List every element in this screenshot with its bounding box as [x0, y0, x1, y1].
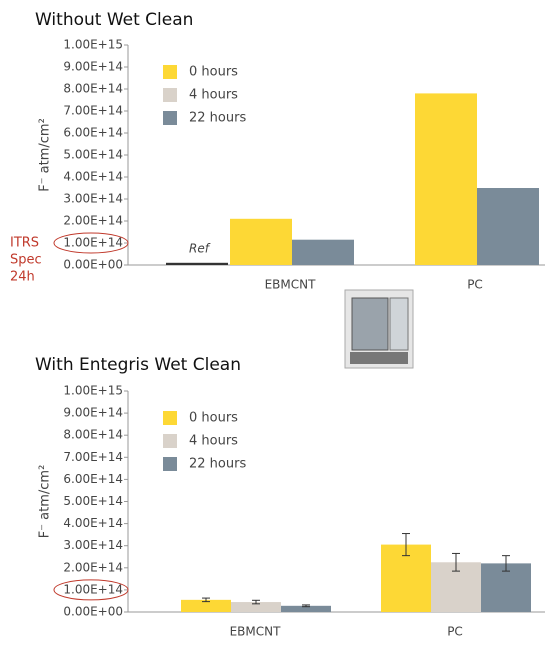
y-tick-label: 1.00E+14	[63, 236, 123, 250]
y-tick-label: 4.00E+14	[63, 170, 123, 184]
y-tick-label: 2.00E+14	[63, 214, 123, 228]
y-tick-label: 7.00E+14	[63, 104, 123, 118]
error-bar	[452, 552, 460, 572]
annotation: ITRS	[10, 236, 39, 251]
y-tick-label: 1.00E+15	[63, 384, 123, 398]
y-tick-label: 8.00E+14	[63, 428, 123, 442]
y-tick-label: 5.00E+14	[63, 148, 123, 162]
annotation: 24h	[10, 270, 35, 285]
y-tick-label: 9.00E+14	[63, 406, 123, 420]
annotation: Spec	[10, 253, 42, 268]
bar	[477, 188, 539, 265]
y-axis-label: F⁻ atm/cm²	[38, 118, 53, 192]
bar	[230, 218, 292, 265]
bar	[292, 239, 354, 265]
y-tick-label: 1.00E+14	[63, 582, 123, 596]
error-bar	[302, 604, 310, 608]
legend-swatch	[163, 111, 177, 125]
spec-highlight	[53, 579, 129, 601]
x-tick-label: EBMCNT	[265, 278, 317, 292]
bar	[415, 93, 477, 266]
y-tick-label: 4.00E+14	[63, 516, 123, 530]
y-tick-label: 0.00E+00	[63, 258, 123, 272]
error-bar	[402, 533, 410, 557]
legend-label: 4 hours	[189, 434, 238, 449]
legend-label: 0 hours	[189, 411, 238, 426]
y-tick-label: 9.00E+14	[63, 60, 123, 74]
legend-swatch	[163, 65, 177, 79]
y-tick-label: 7.00E+14	[63, 450, 123, 464]
y-tick-label: 2.00E+14	[63, 560, 123, 574]
x-tick-label: PC	[467, 278, 483, 292]
bar	[281, 605, 331, 612]
bar	[231, 602, 281, 612]
x-tick-label: PC	[447, 625, 463, 639]
y-tick-label: 0.00E+00	[63, 605, 123, 619]
instrument-image	[344, 289, 414, 369]
y-tick-label: 3.00E+14	[63, 192, 123, 206]
chart-title: Without Wet Clean	[35, 10, 193, 30]
chart-title: With Entegris Wet Clean	[35, 355, 241, 375]
error-bar	[252, 599, 260, 605]
y-tick-label: 6.00E+14	[63, 472, 123, 486]
y-tick-label: 6.00E+14	[63, 126, 123, 140]
error-bar	[502, 555, 510, 572]
legend-swatch	[163, 411, 177, 425]
y-tick-label: 8.00E+14	[63, 82, 123, 96]
y-tick-label: 5.00E+14	[63, 494, 123, 508]
bar	[181, 599, 231, 612]
legend-label: 22 hours	[189, 111, 246, 126]
legend-label: 4 hours	[189, 88, 238, 103]
legend-swatch	[163, 434, 177, 448]
x-tick-label: EBMCNT	[230, 625, 282, 639]
legend-swatch	[163, 457, 177, 471]
ref-label: Ref	[189, 241, 211, 255]
spec-highlight	[53, 232, 129, 254]
y-axis-label: F⁻ atm/cm²	[38, 465, 53, 539]
legend-label: 0 hours	[189, 65, 238, 80]
legend-swatch	[163, 88, 177, 102]
legend-label: 22 hours	[189, 457, 246, 472]
y-tick-label: 1.00E+15	[63, 38, 123, 52]
ref-bar	[166, 262, 228, 265]
y-tick-label: 3.00E+14	[63, 538, 123, 552]
error-bar	[202, 597, 210, 603]
